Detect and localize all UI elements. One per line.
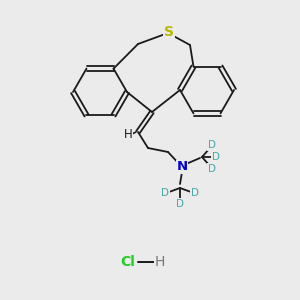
Text: Cl: Cl xyxy=(121,255,135,269)
Text: N: N xyxy=(176,160,188,173)
Text: D: D xyxy=(212,152,220,162)
Text: D: D xyxy=(208,164,216,174)
Text: D: D xyxy=(191,188,199,198)
Text: S: S xyxy=(164,25,174,39)
Text: D: D xyxy=(176,199,184,209)
Text: D: D xyxy=(161,188,169,198)
Text: H: H xyxy=(124,128,132,142)
Text: D: D xyxy=(208,140,216,150)
Text: H: H xyxy=(155,255,165,269)
